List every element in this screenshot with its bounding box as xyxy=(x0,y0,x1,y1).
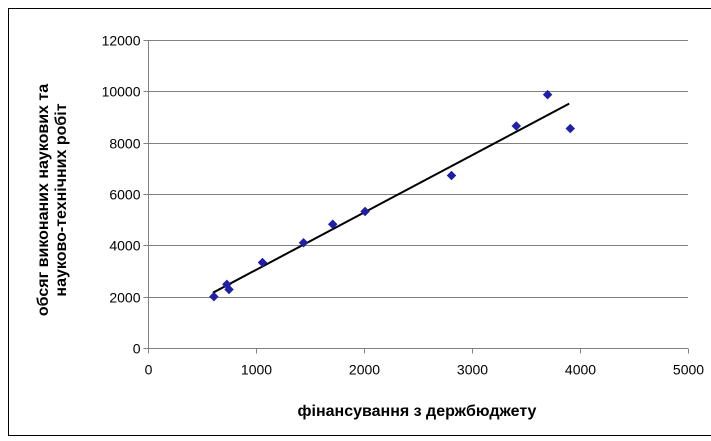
y-axis-title-line: обсяг виконаних наукових та xyxy=(35,84,52,316)
y-tick-label: 4000 xyxy=(109,238,140,254)
y-tick-label: 12000 xyxy=(102,33,141,49)
y-tick-label: 8000 xyxy=(109,136,140,152)
y-tick-label: 0 xyxy=(133,341,141,357)
y-tick-label: 6000 xyxy=(109,187,140,203)
y-tick-label: 10000 xyxy=(102,84,141,100)
x-tick-label: 5000 xyxy=(673,362,704,378)
x-tick-label: 0 xyxy=(145,362,153,378)
x-tick-label: 4000 xyxy=(565,362,596,378)
x-tick-label: 3000 xyxy=(457,362,488,378)
y-tick-label: 2000 xyxy=(109,290,140,306)
y-axis-title-line: науково-технічних робіт xyxy=(53,103,70,296)
x-tick-label: 1000 xyxy=(241,362,272,378)
x-tick-label: 2000 xyxy=(349,362,380,378)
x-axis-title: фінансування з держбюджету xyxy=(298,403,537,420)
